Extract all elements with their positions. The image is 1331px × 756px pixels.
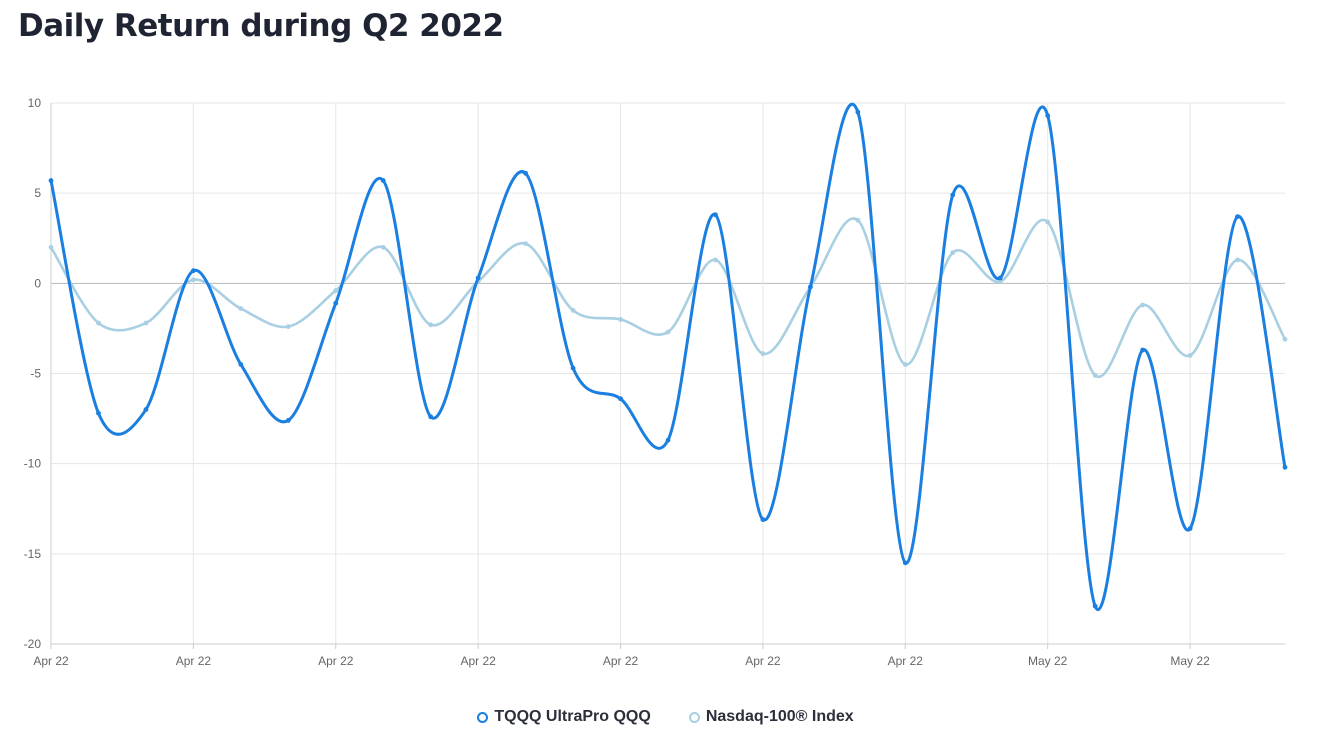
y-tick-label: -20 [24, 637, 42, 651]
data-point-tqqq [665, 437, 671, 443]
data-point-tqqq [950, 192, 956, 198]
data-point-nasdaq [760, 351, 766, 357]
chart-grid [50, 102, 1285, 645]
x-tick-label: May 22 [1170, 654, 1210, 668]
y-tick-label: 0 [34, 276, 41, 290]
data-point-nasdaq [1045, 219, 1051, 225]
data-point-tqqq [1187, 526, 1193, 531]
data-point-nasdaq [665, 329, 671, 335]
x-tick-label: Apr 22 [176, 654, 212, 668]
y-tick-label: -10 [24, 457, 42, 471]
data-point-nasdaq [333, 288, 339, 293]
legend-label-nasdaq: Nasdaq-100® Index [705, 708, 854, 725]
y-tick-label: 10 [28, 96, 42, 110]
data-point-nasdaq [950, 250, 956, 256]
data-point-tqqq [190, 268, 196, 274]
data-point-tqqq [48, 178, 54, 183]
chart-legend: TQQQ UltraPro QQQ Nasdaq-100® Index [0, 708, 1331, 726]
data-point-nasdaq [997, 279, 1003, 284]
data-point-tqqq [523, 170, 529, 176]
x-tick-label: Apr 22 [603, 654, 639, 668]
data-point-tqqq [1140, 347, 1146, 353]
data-point-nasdaq [1282, 336, 1288, 342]
legend-label-tqqq: TQQQ UltraPro QQQ [494, 708, 651, 725]
data-point-tqqq [1282, 464, 1288, 470]
data-point-nasdaq [190, 277, 196, 283]
data-point-tqqq [713, 212, 718, 218]
data-point-nasdaq [1140, 302, 1146, 308]
data-point-tqqq [333, 300, 339, 306]
data-point-tqqq [238, 362, 244, 367]
legend-item-nasdaq[interactable]: Nasdaq-100® Index [688, 708, 854, 726]
data-point-tqqq [96, 410, 101, 416]
data-point-nasdaq [1235, 257, 1240, 263]
y-tick-label: 5 [34, 186, 41, 200]
data-point-nasdaq [855, 217, 861, 223]
data-point-tqqq [285, 417, 291, 423]
data-point-tqqq [1092, 603, 1098, 609]
legend-marker-nasdaq [688, 711, 700, 723]
data-point-nasdaq [238, 306, 244, 311]
data-point-nasdaq [143, 320, 149, 326]
y-tick-label: -5 [30, 367, 41, 381]
data-point-nasdaq [1187, 353, 1193, 358]
data-point-nasdaq [902, 362, 908, 367]
data-point-tqqq [428, 414, 434, 420]
data-point-tqqq [570, 365, 576, 371]
y-tick-label: -15 [24, 547, 42, 561]
x-tick-label: Apr 22 [460, 654, 496, 668]
data-point-tqqq [1235, 214, 1240, 220]
data-point-nasdaq [713, 257, 718, 263]
data-point-nasdaq [285, 324, 291, 330]
data-point-nasdaq [48, 244, 54, 250]
data-point-tqqq [807, 284, 813, 290]
data-point-tqqq [997, 275, 1003, 281]
data-point-tqqq [1045, 113, 1051, 119]
data-point-tqqq [475, 275, 481, 281]
legend-item-tqqq[interactable]: TQQQ UltraPro QQQ [477, 708, 651, 726]
data-point-nasdaq [380, 244, 386, 250]
x-tick-label: Apr 22 [745, 654, 781, 668]
data-point-nasdaq [618, 317, 623, 322]
data-point-tqqq [902, 560, 908, 566]
chart-series [48, 102, 1288, 611]
data-point-tqqq [380, 178, 386, 183]
data-point-tqqq [143, 407, 149, 412]
data-point-nasdaq [428, 322, 434, 328]
x-tick-label: Apr 22 [33, 654, 69, 668]
data-point-nasdaq [523, 241, 529, 247]
x-tick-label: May 22 [1028, 654, 1068, 668]
data-point-nasdaq [1092, 372, 1098, 378]
x-tick-label: Apr 22 [318, 654, 354, 668]
series-line-tqqq [49, 102, 1287, 611]
data-point-nasdaq [96, 320, 101, 326]
data-point-nasdaq [570, 307, 576, 313]
page-title: Daily Return during Q2 2022 [18, 8, 504, 44]
data-point-tqqq [855, 109, 861, 115]
legend-marker-tqqq [477, 711, 489, 723]
chart-axes: 10 5 0 -5 -10 -15 -20 Apr 22 Apr 22 Apr 22 Apr 22 A… [24, 96, 1285, 668]
data-point-tqqq [760, 517, 766, 522]
x-tick-label: Apr 22 [888, 654, 924, 668]
data-point-tqqq [618, 396, 623, 402]
